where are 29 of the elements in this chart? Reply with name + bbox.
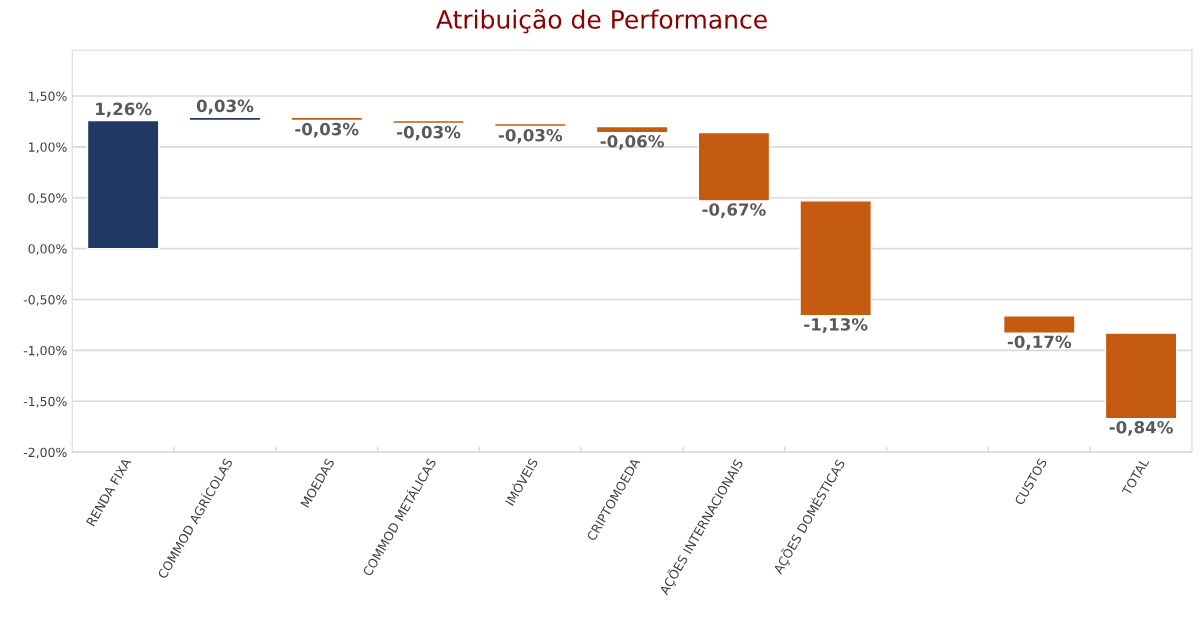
bar [799, 200, 873, 317]
y-tick-label: -2,00% [23, 447, 67, 459]
bar [493, 122, 567, 128]
y-tick-label: -1,00% [23, 345, 67, 357]
bar [188, 116, 262, 122]
data-label: -0,17% [1007, 335, 1072, 351]
y-tick-label: -0,50% [23, 295, 67, 306]
bar [595, 125, 669, 134]
bar [697, 131, 771, 202]
bar [1104, 332, 1178, 420]
data-label: -0,84% [1109, 420, 1173, 436]
data-label: 1,26% [96, 102, 152, 118]
bar [392, 119, 465, 125]
y-tick-label: 1,00% [29, 142, 67, 154]
y-tick-label: -1,50% [23, 396, 67, 408]
data-label: 0,03% [196, 99, 254, 115]
data-label: -0,03% [498, 128, 563, 144]
data-label: -1,13% [804, 318, 868, 333]
chart-title: Atribuição de Performance [436, 9, 767, 34]
data-label: -0,67% [702, 203, 766, 218]
data-label: -0,03% [295, 122, 359, 138]
bar [86, 119, 160, 250]
y-tick-label: 1,50% [29, 91, 67, 103]
y-tick-label: 0,00% [28, 244, 67, 255]
bar [1002, 315, 1076, 334]
bar [290, 116, 364, 122]
data-label: -0,03% [397, 125, 461, 141]
y-tick-label: 0,50% [28, 193, 67, 204]
data-label: -0,06% [600, 134, 664, 150]
